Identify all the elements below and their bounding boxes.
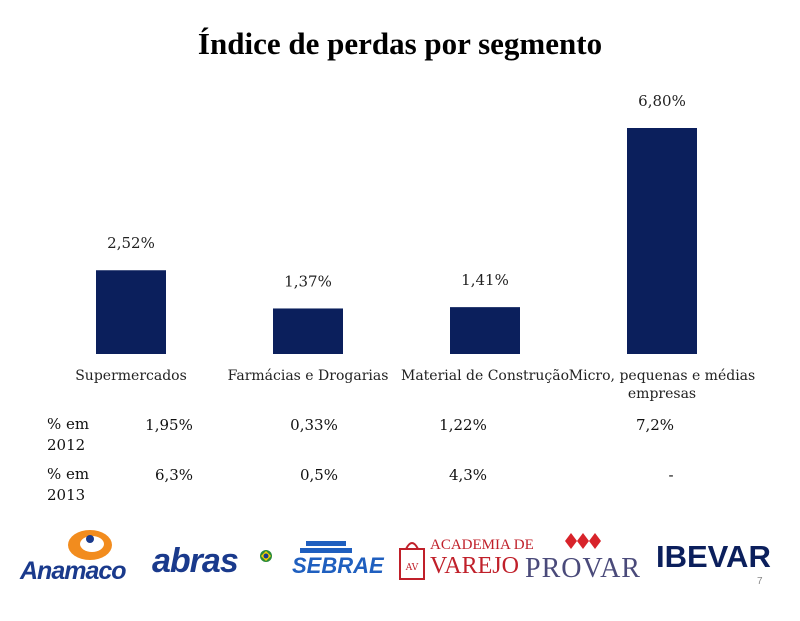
page-number: 7	[757, 576, 763, 587]
svg-text:AV: AV	[405, 563, 419, 573]
provar-diamonds-icon	[565, 533, 601, 549]
page-title: Índice de perdas por segmento	[197, 26, 603, 61]
table-cell: 6,3%	[154, 466, 194, 484]
sebrae-logo: SEBRAE	[292, 539, 384, 587]
sebrae-stripes-icon	[300, 541, 352, 553]
table-cell: 1,95%	[145, 416, 193, 434]
data-label: 1,37%	[284, 272, 332, 290]
category-label: Supermercados	[75, 368, 187, 384]
table-cell: 0,33%	[290, 416, 338, 434]
table-cell: 1,22%	[439, 416, 487, 434]
logo-strip: Anamaco abras SEBRAE AV ACADEMIA DE VARE…	[0, 525, 800, 595]
bar	[627, 128, 697, 354]
table-cell: 0,5%	[299, 466, 339, 484]
category-label: Material de Construção	[401, 368, 569, 384]
anamaco-logo: Anamaco	[20, 527, 138, 587]
bar-chart: 2,52% Supermercados 1,37% Farmácias e Droga…	[75, 92, 755, 402]
bar	[96, 270, 166, 354]
category-label: Micro, pequenas e médias empresas	[569, 368, 755, 402]
bar	[450, 307, 520, 354]
data-label: 6,80%	[638, 92, 686, 110]
row-label-2013: % em 2013	[47, 465, 90, 504]
table-cell: -	[668, 466, 674, 484]
table-cell: 7,2%	[635, 416, 675, 434]
row-label-2012: % em 2012	[47, 415, 90, 454]
data-label: 1,41%	[461, 271, 509, 289]
shopping-bag-icon: AV	[399, 542, 425, 580]
academia-de-varejo-logo: AV ACADEMIA DE VAREJO	[398, 533, 534, 589]
bar	[273, 308, 343, 354]
brazil-flag-icon	[260, 550, 272, 562]
data-label: 2,52%	[107, 234, 155, 252]
provar-logo: PROVAR	[525, 531, 650, 587]
table-cell: 4,3%	[448, 466, 488, 484]
anamaco-mark-icon	[68, 530, 112, 560]
ibevar-logo: IBEVAR	[656, 539, 771, 574]
category-label: Farmácias e Drogarias	[228, 368, 389, 384]
abras-logo: abras	[152, 543, 277, 583]
